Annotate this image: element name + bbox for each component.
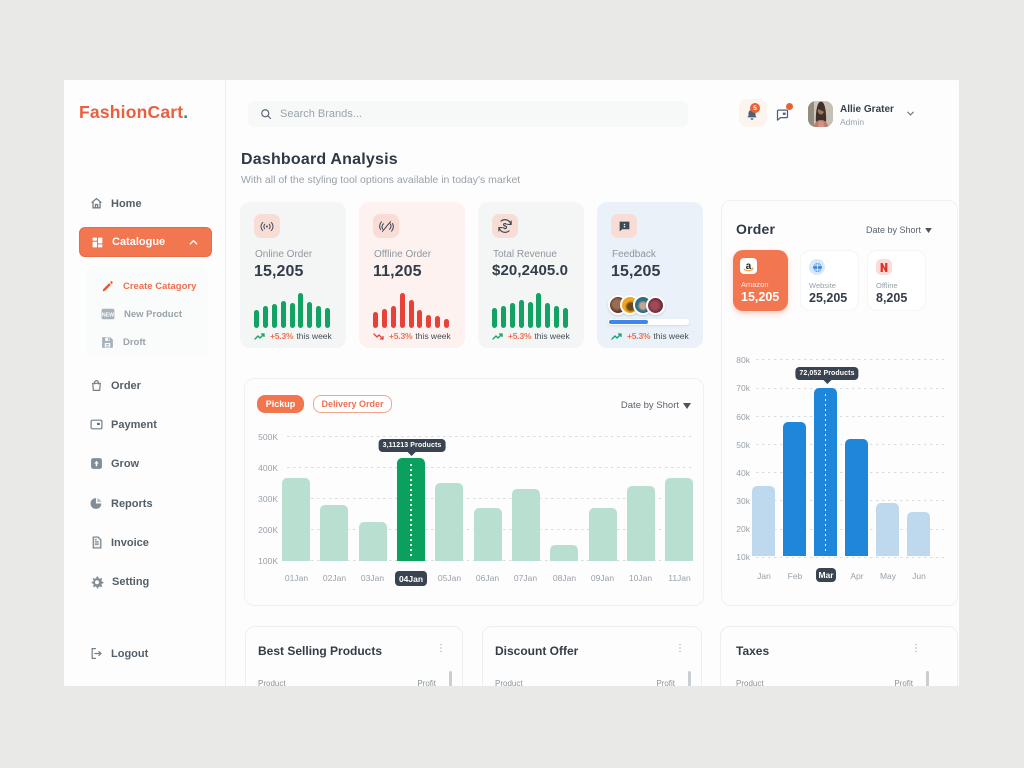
svg-text:$: $	[503, 222, 508, 231]
svg-text:a: a	[746, 260, 752, 271]
svg-text:NEW: NEW	[102, 312, 114, 318]
